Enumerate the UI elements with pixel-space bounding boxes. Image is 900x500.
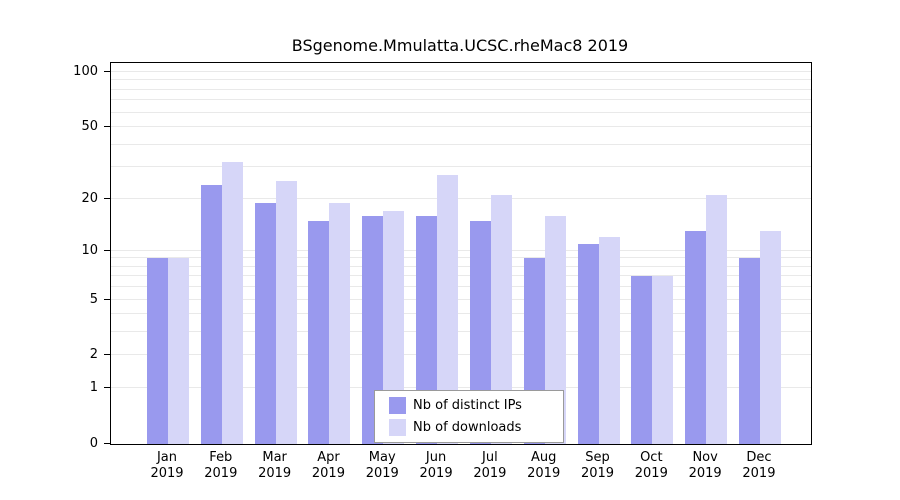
gridline xyxy=(111,197,811,199)
gridline xyxy=(111,88,811,90)
bar-nb-of-distinct-ips[interactable] xyxy=(254,202,276,444)
bars-row xyxy=(147,63,781,444)
x-tick-label: Dec 2019 xyxy=(742,450,776,481)
bar-nb-of-distinct-ips[interactable] xyxy=(469,220,491,444)
bar-group xyxy=(416,63,459,444)
bar-nb-of-distinct-ips[interactable] xyxy=(738,258,760,444)
bar-nb-of-downloads[interactable] xyxy=(383,211,405,444)
bar-group xyxy=(362,63,405,444)
plot-area: Nb of distinct IPs Nb of downloads xyxy=(110,62,812,445)
x-tick-label: Oct 2019 xyxy=(634,450,668,481)
y-axis: 100 50 20 10 5 2 1 0 xyxy=(0,0,110,500)
x-tick-label: Apr 2019 xyxy=(311,450,345,481)
gridline xyxy=(111,126,811,128)
x-tick-label: Nov 2019 xyxy=(688,450,722,481)
y-tick-label: 1 xyxy=(89,380,98,396)
bar-nb-of-downloads[interactable] xyxy=(544,215,566,444)
bar-group xyxy=(577,63,620,444)
bar-group xyxy=(200,63,243,444)
x-tick-label: Feb 2019 xyxy=(204,450,238,481)
bar-nb-of-downloads[interactable] xyxy=(221,162,243,444)
gridline xyxy=(111,286,811,288)
bar-group xyxy=(147,63,189,444)
gridline xyxy=(111,354,811,356)
gridline xyxy=(111,143,811,145)
bar-nb-of-downloads[interactable] xyxy=(759,231,781,444)
y-tick-mark xyxy=(104,387,110,389)
bar-nb-of-downloads[interactable] xyxy=(652,276,674,444)
x-tick-label: Sep 2019 xyxy=(580,450,615,481)
legend-label: Nb of downloads xyxy=(413,420,522,435)
legend-item-distinct-ips: Nb of distinct IPs xyxy=(389,397,563,414)
bar-nb-of-downloads[interactable] xyxy=(168,258,189,444)
bar-nb-of-distinct-ips[interactable] xyxy=(416,215,438,444)
bar-nb-of-downloads[interactable] xyxy=(598,237,620,444)
x-tick-label: May 2019 xyxy=(365,450,399,481)
y-tick-mark xyxy=(104,71,110,72)
gridline xyxy=(111,79,811,81)
legend-swatch xyxy=(389,397,406,414)
bar-nb-of-downloads[interactable] xyxy=(706,194,728,444)
bar-nb-of-distinct-ips[interactable] xyxy=(685,231,707,444)
bar-group xyxy=(523,63,566,444)
bar-group xyxy=(308,63,351,444)
y-tick-mark xyxy=(104,249,110,251)
x-tick-label: Mar 2019 xyxy=(258,450,292,481)
y-tick-mark xyxy=(104,126,110,128)
bar-group xyxy=(254,63,297,444)
bar-nb-of-downloads[interactable] xyxy=(437,175,459,444)
gridline xyxy=(111,331,811,333)
chart-title: BSgenome.Mmulatta.UCSC.rheMac8 2019 xyxy=(291,36,629,55)
bar-group xyxy=(685,63,728,444)
x-axis-labels: Jan 2019 Feb 2019 Mar 2019 Apr 2019 May 2019 Jun 20… xyxy=(146,450,780,482)
y-tick-label: 2 xyxy=(89,347,98,363)
bar-group xyxy=(738,63,781,444)
bar-nb-of-distinct-ips[interactable] xyxy=(631,276,653,444)
y-tick-mark xyxy=(104,443,110,444)
bar-group xyxy=(631,63,674,444)
gridline xyxy=(111,275,811,277)
gridline xyxy=(111,257,811,259)
gridline xyxy=(111,99,811,101)
gridline xyxy=(111,265,811,267)
x-tick-label: Aug 2019 xyxy=(527,450,561,481)
y-tick-mark xyxy=(104,298,110,300)
legend: Nb of distinct IPs Nb of downloads xyxy=(374,390,564,443)
y-tick-label: 50 xyxy=(81,119,98,135)
x-tick-label: Jan 2019 xyxy=(150,450,184,481)
bar-group xyxy=(469,63,512,444)
x-tick-label: Jul 2019 xyxy=(473,450,507,481)
y-tick-mark xyxy=(104,354,110,356)
bar-nb-of-distinct-ips[interactable] xyxy=(362,215,384,444)
gridline xyxy=(111,71,811,72)
gridline xyxy=(111,298,811,300)
gridline xyxy=(111,387,811,389)
y-tick-label: 10 xyxy=(81,242,98,258)
bar-nb-of-distinct-ips[interactable] xyxy=(147,258,168,444)
gridlines xyxy=(111,63,811,444)
legend-swatch xyxy=(389,419,406,436)
bar-nb-of-downloads[interactable] xyxy=(490,194,512,444)
gridline xyxy=(111,111,811,113)
y-tick-label: 0 xyxy=(89,436,98,451)
y-tick-label: 100 xyxy=(73,64,98,79)
bar-nb-of-distinct-ips[interactable] xyxy=(308,220,330,444)
y-tick-mark xyxy=(104,197,110,199)
gridline xyxy=(111,249,811,251)
bar-nb-of-distinct-ips[interactable] xyxy=(577,243,599,444)
y-tick-label: 20 xyxy=(81,190,98,206)
legend-label: Nb of distinct IPs xyxy=(413,398,522,413)
y-tick-label: 5 xyxy=(89,291,98,307)
gridline xyxy=(111,166,811,168)
bar-nb-of-downloads[interactable] xyxy=(329,202,351,444)
x-tick-label: Jun 2019 xyxy=(419,450,453,481)
gridline xyxy=(111,313,811,315)
bar-nb-of-downloads[interactable] xyxy=(275,181,297,444)
legend-item-downloads: Nb of downloads xyxy=(389,419,563,436)
bar-nb-of-distinct-ips[interactable] xyxy=(200,184,222,444)
